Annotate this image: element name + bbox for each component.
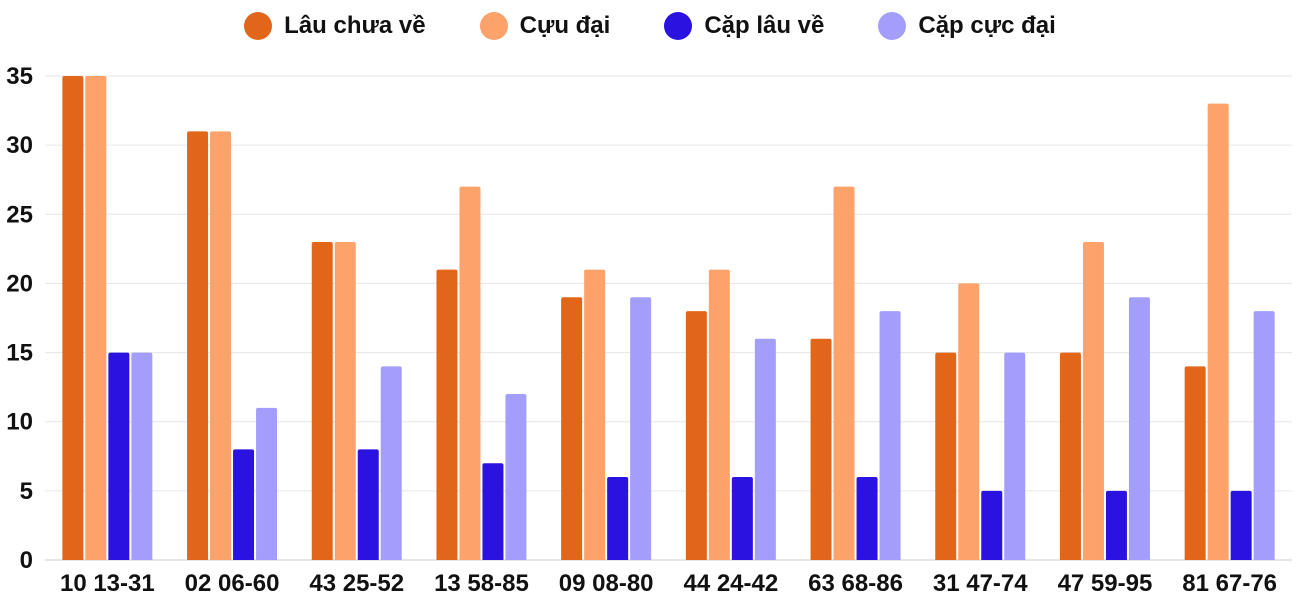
bar: [731, 477, 753, 560]
y-tick-label: 15: [6, 340, 33, 367]
y-tick-label: 25: [6, 201, 33, 228]
x-tick-label: 47 59-95: [1058, 570, 1153, 597]
legend-label-cap-cuc-dai: Cặp cực đại: [918, 12, 1056, 39]
x-tick-label: 43 25-52: [309, 570, 404, 597]
bar: [62, 76, 84, 560]
x-tick-label: 02 06-60: [185, 570, 280, 597]
y-tick-label: 5: [20, 478, 33, 505]
x-tick-label: 44 24-42: [683, 570, 778, 597]
chart-legend: Lâu chưa về Cựu đại Cặp lâu về Cặp cực đ…: [0, 8, 1300, 44]
bar: [311, 241, 333, 560]
bar: [584, 269, 606, 560]
bar: [131, 352, 153, 560]
bar: [1184, 366, 1206, 560]
legend-item-cap-cuc-dai[interactable]: Cặp cực đại: [878, 12, 1056, 40]
bar: [1059, 352, 1081, 560]
bar: [334, 241, 356, 560]
bar: [1207, 103, 1229, 561]
bar: [607, 477, 629, 560]
bar: [459, 186, 481, 560]
bar: [1004, 352, 1026, 560]
x-tick-label: 81 67-76: [1182, 570, 1277, 597]
x-tick-label: 31 47-74: [933, 570, 1028, 597]
x-tick-label: 13 58-85: [434, 570, 529, 597]
x-tick-label: 10 13-31: [60, 570, 155, 597]
bar: [233, 449, 255, 560]
legend-item-lau-chua-ve[interactable]: Lâu chưa về: [244, 12, 426, 40]
bar: [1082, 241, 1104, 560]
bar: [754, 338, 776, 560]
legend-swatch-cuu-dai: [479, 12, 508, 40]
bar: [981, 490, 1003, 560]
x-tick-label: 09 08-80: [559, 570, 654, 597]
bar: [708, 269, 730, 560]
y-tick-label: 0: [20, 547, 33, 574]
bar: [810, 338, 832, 560]
bar: [685, 311, 707, 560]
bar: [1230, 490, 1252, 560]
bar: [833, 186, 855, 560]
bar: [380, 366, 402, 560]
bar: [85, 76, 107, 560]
bar: [561, 297, 583, 560]
legend-label-cap-lau-ve: Cặp lâu về: [704, 12, 825, 39]
legend-item-cap-lau-ve[interactable]: Cặp lâu về: [664, 12, 824, 40]
bar: [256, 407, 278, 560]
bar: [187, 131, 209, 561]
bar: [879, 311, 901, 560]
bar: [1253, 311, 1275, 560]
bar: [958, 283, 980, 560]
y-tick-label: 20: [6, 270, 33, 297]
bar: [1128, 297, 1150, 560]
legend-swatch-lau-chua-ve: [244, 12, 273, 40]
bar: [108, 352, 130, 560]
legend-label-lau-chua-ve: Lâu chưa về: [284, 12, 426, 39]
y-tick-label: 30: [6, 132, 33, 159]
legend-swatch-cap-cuc-dai: [878, 12, 907, 40]
bar: [1105, 490, 1127, 560]
y-tick-label: 35: [6, 63, 33, 90]
y-tick-label: 10: [6, 409, 33, 436]
legend-swatch-cap-lau-ve: [664, 12, 693, 40]
bar: [935, 352, 957, 560]
bar: [436, 269, 458, 560]
legend-label-cuu-dai: Cựu đại: [519, 12, 611, 39]
bar: [856, 477, 878, 560]
bar: [505, 394, 527, 560]
bar: [357, 449, 379, 560]
bar: [630, 297, 652, 560]
x-tick-label: 63 68-86: [808, 570, 903, 597]
legend-item-cuu-dai[interactable]: Cựu đại: [479, 12, 611, 40]
bar: [482, 463, 504, 560]
bar: [210, 131, 232, 561]
